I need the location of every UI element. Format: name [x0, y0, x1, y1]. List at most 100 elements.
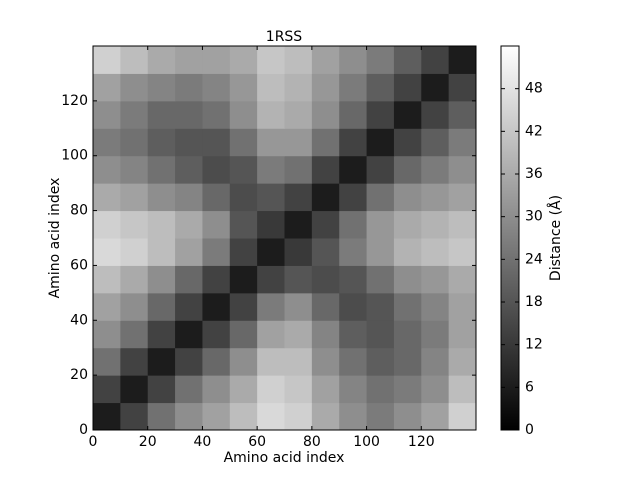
heatmap-cell: [448, 347, 477, 376]
heatmap-cell: [448, 128, 477, 157]
heatmap-cell: [393, 238, 422, 266]
heatmap-cell: [202, 265, 231, 294]
heatmap-cell: [229, 402, 258, 431]
heatmap-cell: [448, 155, 477, 184]
heatmap-cell: [421, 46, 450, 74]
x-tick-label: 80: [303, 434, 321, 450]
y-axis-label: Amino acid index: [47, 178, 63, 299]
heatmap-cell: [93, 73, 121, 102]
heatmap-cell: [120, 100, 149, 129]
heatmap-cell: [421, 292, 450, 321]
heatmap-cell: [421, 265, 450, 294]
y-tick-label: 60: [70, 257, 88, 273]
heatmap-cell: [421, 155, 450, 184]
heatmap-cell: [120, 347, 149, 376]
heatmap-cell: [202, 128, 231, 157]
heatmap-cell: [448, 265, 477, 294]
heatmap-cell: [311, 375, 340, 404]
heatmap-cell: [202, 100, 231, 129]
x-axis-label: Amino acid index: [224, 450, 345, 466]
heatmap-cell: [93, 100, 121, 129]
colorbar-tick-label: 18: [525, 294, 543, 310]
heatmap-cell: [175, 183, 203, 212]
heatmap-cell: [284, 155, 313, 184]
heatmap-cell: [284, 210, 313, 239]
heatmap-cell: [448, 210, 477, 239]
heatmap-cell: [393, 128, 422, 157]
heatmap-cell: [393, 46, 422, 74]
colorbar-tick-label: 30: [525, 209, 543, 225]
heatmap-cell: [147, 100, 176, 129]
heatmap-cell: [257, 265, 285, 294]
heatmap-cell: [93, 128, 121, 157]
colorbar-tick-label: 12: [525, 337, 543, 353]
heatmap-cell: [120, 292, 149, 321]
heatmap-cell: [229, 347, 258, 376]
heatmap-cell: [175, 210, 203, 239]
heatmap-cell: [175, 375, 203, 404]
heatmap-cell: [175, 292, 203, 321]
heatmap-cell: [311, 183, 340, 212]
heatmap-cell: [393, 73, 422, 102]
heatmap-cell: [366, 46, 395, 74]
heatmap-cell: [366, 128, 395, 157]
heatmap-cell: [93, 320, 121, 349]
heatmap-cell: [229, 183, 258, 212]
heatmap-cell: [339, 46, 368, 74]
plot-frame: [92, 45, 477, 431]
heatmap-cell: [366, 183, 395, 212]
heatmap-cell: [257, 155, 285, 184]
heatmap-cell: [120, 402, 149, 431]
heatmap-cell: [421, 402, 450, 431]
heatmap-cell: [147, 402, 176, 431]
x-tick-label: 20: [139, 434, 157, 450]
heatmap-cell: [147, 375, 176, 404]
x-tick-label: 0: [89, 434, 98, 450]
heatmap-cell: [120, 210, 149, 239]
heatmap-cell: [229, 292, 258, 321]
heatmap-cell: [448, 320, 477, 349]
heatmap-cell: [421, 183, 450, 212]
heatmap-cell: [147, 128, 176, 157]
heatmap-cell: [393, 210, 422, 239]
heatmap: [93, 46, 477, 431]
colorbar-tick-label: 0: [525, 422, 534, 438]
y-tick-label: 120: [61, 93, 88, 109]
heatmap-cell: [257, 402, 285, 431]
heatmap-cell: [339, 320, 368, 349]
heatmap-cell: [311, 46, 340, 74]
heatmap-cell: [202, 402, 231, 431]
heatmap-cell: [284, 46, 313, 74]
heatmap-cell: [284, 292, 313, 321]
heatmap-cell: [311, 155, 340, 184]
heatmap-cell: [93, 347, 121, 376]
heatmap-cell: [147, 155, 176, 184]
heatmap-cell: [448, 183, 477, 212]
heatmap-cell: [93, 183, 121, 212]
heatmap-cell: [339, 73, 368, 102]
heatmap-cell: [229, 100, 258, 129]
heatmap-cell: [147, 238, 176, 266]
heatmap-cell: [120, 128, 149, 157]
heatmap-cell: [257, 128, 285, 157]
heatmap-cell: [120, 320, 149, 349]
heatmap-cell: [120, 375, 149, 404]
heatmap-cell: [311, 347, 340, 376]
x-tick-label: 40: [194, 434, 212, 450]
heatmap-cell: [257, 183, 285, 212]
heatmap-cell: [229, 238, 258, 266]
heatmap-cell: [311, 402, 340, 431]
heatmap-cell: [448, 100, 477, 129]
heatmap-cell: [284, 375, 313, 404]
heatmap-cell: [393, 155, 422, 184]
colorbar: [501, 46, 519, 430]
x-tick-label: 60: [248, 434, 266, 450]
heatmap-cell: [229, 155, 258, 184]
heatmap-cell: [257, 375, 285, 404]
heatmap-cell: [421, 73, 450, 102]
heatmap-cell: [202, 183, 231, 212]
heatmap-cell: [229, 265, 258, 294]
colorbar-label: Distance (Å): [547, 195, 564, 281]
heatmap-cell: [311, 100, 340, 129]
heatmap-cell: [448, 375, 477, 404]
